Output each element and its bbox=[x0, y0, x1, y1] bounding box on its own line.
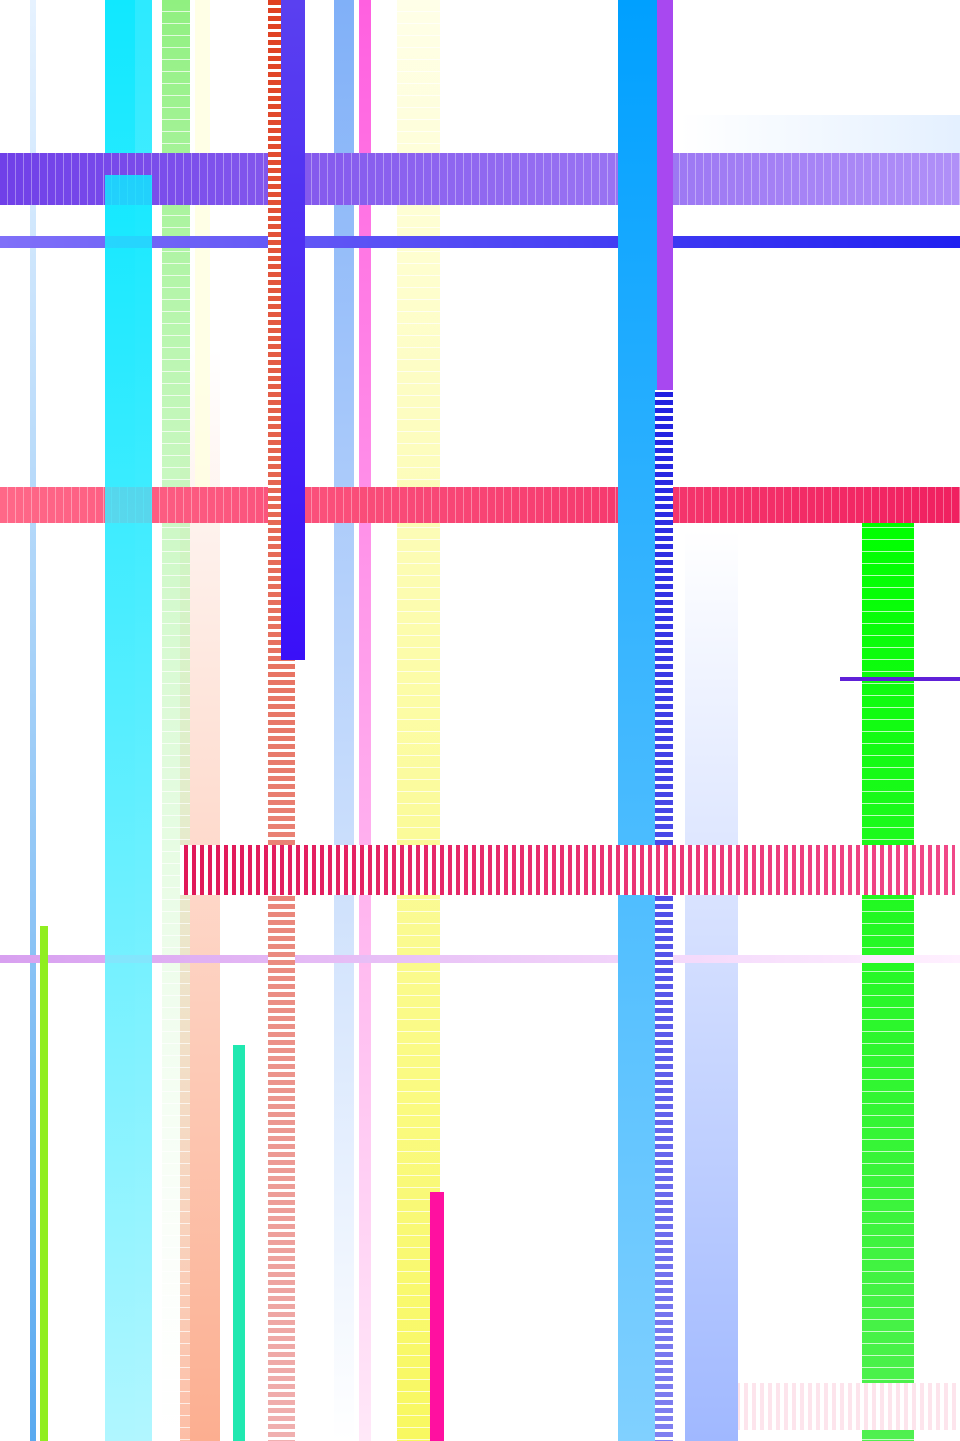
lime-stripes bbox=[862, 520, 914, 1441]
purple-stripes bbox=[0, 153, 960, 205]
blue-line bbox=[0, 236, 960, 248]
light-blue-bar bbox=[334, 0, 354, 1441]
lime-thin-bar bbox=[40, 926, 48, 1441]
thin-line bbox=[30, 0, 36, 1441]
lavender-line bbox=[0, 955, 960, 963]
pale-band bbox=[680, 115, 960, 153]
blue-bar bbox=[618, 0, 657, 1441]
purple-short-line bbox=[840, 677, 960, 681]
magenta-bar bbox=[430, 1192, 444, 1441]
green-stripes bbox=[162, 0, 190, 1441]
teal-bar bbox=[233, 1045, 245, 1441]
magenta-dashes bbox=[180, 845, 955, 895]
violet-bar bbox=[281, 0, 305, 660]
pale-blue-bar bbox=[685, 530, 738, 1441]
blue-dashes bbox=[655, 390, 673, 1441]
pink-bar bbox=[359, 0, 371, 1441]
faint-pink-stripes bbox=[738, 1383, 960, 1430]
cyan-bar-over bbox=[105, 175, 152, 1441]
pink-stripes bbox=[0, 487, 960, 523]
pale-yellow-bar bbox=[195, 0, 210, 500]
purple-bar bbox=[657, 0, 673, 390]
